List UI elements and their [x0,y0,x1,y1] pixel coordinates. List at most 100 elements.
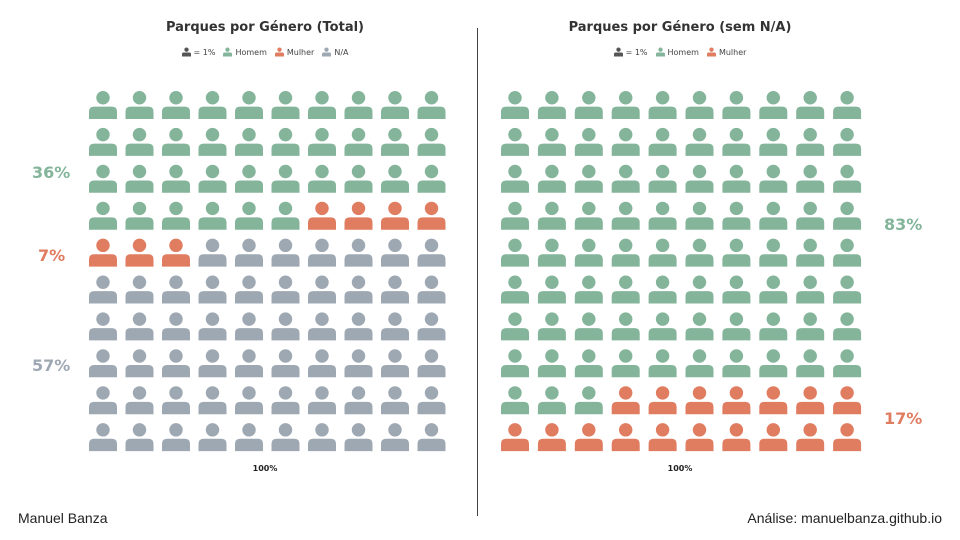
person-icon [648,423,677,452]
person-icon [706,47,716,57]
person-icon [537,164,566,193]
person-icon [833,238,862,267]
person-icon [501,423,529,452]
person-icon [89,127,117,156]
person-icon [89,312,117,341]
person-icon [685,238,714,267]
person-icon [501,201,529,230]
person-icon [611,349,640,378]
person-icon [501,386,529,415]
person-icon [235,201,263,230]
person-icon [501,349,529,378]
person-icon [308,386,336,415]
person-icon [344,201,373,230]
person-icon [759,91,788,119]
person-icon [162,201,190,230]
person-icon [722,127,751,156]
person-icon [308,238,336,267]
person-icon [198,91,227,119]
person-icon [537,423,566,452]
person-icon [381,423,409,452]
person-icon [162,91,190,119]
person-icon [271,201,300,230]
person-icon [611,312,640,341]
person-icon [685,386,714,415]
person-icon [308,91,336,119]
person-icon [271,127,300,156]
person-icon [501,127,529,156]
person-icon [308,127,336,156]
person-icon [381,312,409,341]
person-icon [722,423,751,452]
person-icon [611,386,640,415]
person-icon [759,164,788,193]
person-icon [648,238,677,267]
person-icon [685,164,714,193]
person-icon [308,275,336,304]
person-icon [381,238,409,267]
person-icon [501,238,529,267]
legend-label: = 1% [193,47,216,57]
legend-item: = 1% [613,47,648,57]
person-icon [235,349,263,378]
person-icon [89,238,117,267]
person-icon [833,349,862,378]
person-icon [271,423,300,452]
person-icon [381,349,409,378]
person-icon [125,201,154,230]
person-icon [235,127,263,156]
person-icon [537,91,566,119]
person-icon [308,164,336,193]
person-icon [89,164,117,193]
person-icon [344,164,373,193]
person-icon [574,164,603,193]
person-icon [162,275,190,304]
person-icon [308,312,336,341]
person-icon [796,127,825,156]
legend-item: Mulher [274,47,314,57]
person-icon [223,47,233,57]
person-icon [198,423,227,452]
person-icon [611,127,640,156]
person-icon [235,238,263,267]
person-icon [271,312,300,341]
person-icon [796,386,825,415]
legend-item: N/A [322,47,349,57]
person-icon [235,386,263,415]
person-icon [796,238,825,267]
person-icon [537,275,566,304]
person-icon [198,201,227,230]
person-icon [759,238,788,267]
person-icon [759,127,788,156]
source-credit: Análise: manuelbanza.github.io [747,510,942,526]
person-icon [537,201,566,230]
person-icon [417,201,446,230]
person-icon [381,91,409,119]
person-icon [271,91,300,119]
person-icon [611,201,640,230]
person-icon [796,275,825,304]
person-icon [381,275,409,304]
person-icon [537,386,566,415]
person-icon [271,386,300,415]
person-icon [759,386,788,415]
person-icon [344,423,373,452]
person-icon [271,164,300,193]
person-icon [759,312,788,341]
person-icon [796,91,825,119]
person-icon [501,91,529,119]
person-icon [198,312,227,341]
person-icon [722,238,751,267]
person-icon [722,164,751,193]
pct-label-na: 57% [32,356,71,375]
person-icon [574,91,603,119]
person-icon [501,275,529,304]
person-icon [198,238,227,267]
x-axis-label: 100% [252,464,278,473]
person-icon [89,423,117,452]
person-icon [611,275,640,304]
person-icon [833,127,862,156]
person-icon [198,275,227,304]
person-icon [162,164,190,193]
x-axis-label: 100% [667,464,693,473]
